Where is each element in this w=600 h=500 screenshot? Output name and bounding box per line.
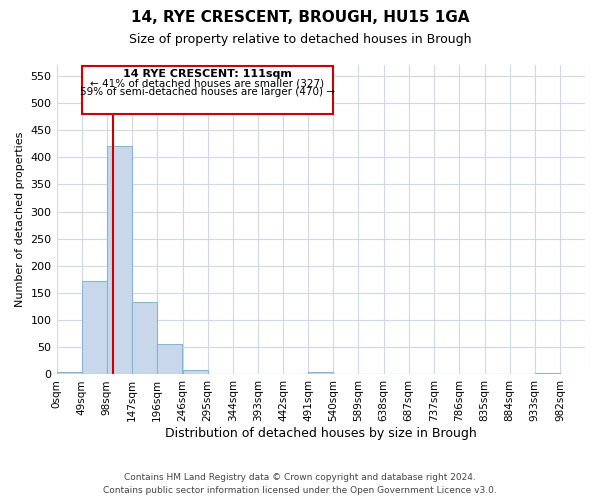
Bar: [56, 372, 82, 374]
Bar: [308, 372, 334, 374]
Bar: [182, 370, 208, 374]
Bar: [535, 373, 560, 374]
Text: ← 41% of detached houses are smaller (327): ← 41% of detached houses are smaller (32…: [91, 78, 325, 88]
Bar: [82, 66, 334, 114]
Bar: [157, 344, 182, 374]
X-axis label: Distribution of detached houses by size in Brough: Distribution of detached houses by size …: [165, 427, 476, 440]
Text: Size of property relative to detached houses in Brough: Size of property relative to detached ho…: [129, 32, 471, 46]
Y-axis label: Number of detached properties: Number of detached properties: [15, 132, 25, 308]
Text: 14, RYE CRESCENT, BROUGH, HU15 1GA: 14, RYE CRESCENT, BROUGH, HU15 1GA: [131, 10, 469, 25]
Bar: [107, 146, 132, 374]
Text: Contains public sector information licensed under the Open Government Licence v3: Contains public sector information licen…: [103, 486, 497, 495]
Text: Contains HM Land Registry data © Crown copyright and database right 2024.: Contains HM Land Registry data © Crown c…: [124, 474, 476, 482]
Bar: [82, 280, 107, 374]
Bar: [132, 302, 157, 374]
Text: 59% of semi-detached houses are larger (470) →: 59% of semi-detached houses are larger (…: [80, 86, 335, 97]
Text: 14 RYE CRESCENT: 111sqm: 14 RYE CRESCENT: 111sqm: [123, 70, 292, 80]
